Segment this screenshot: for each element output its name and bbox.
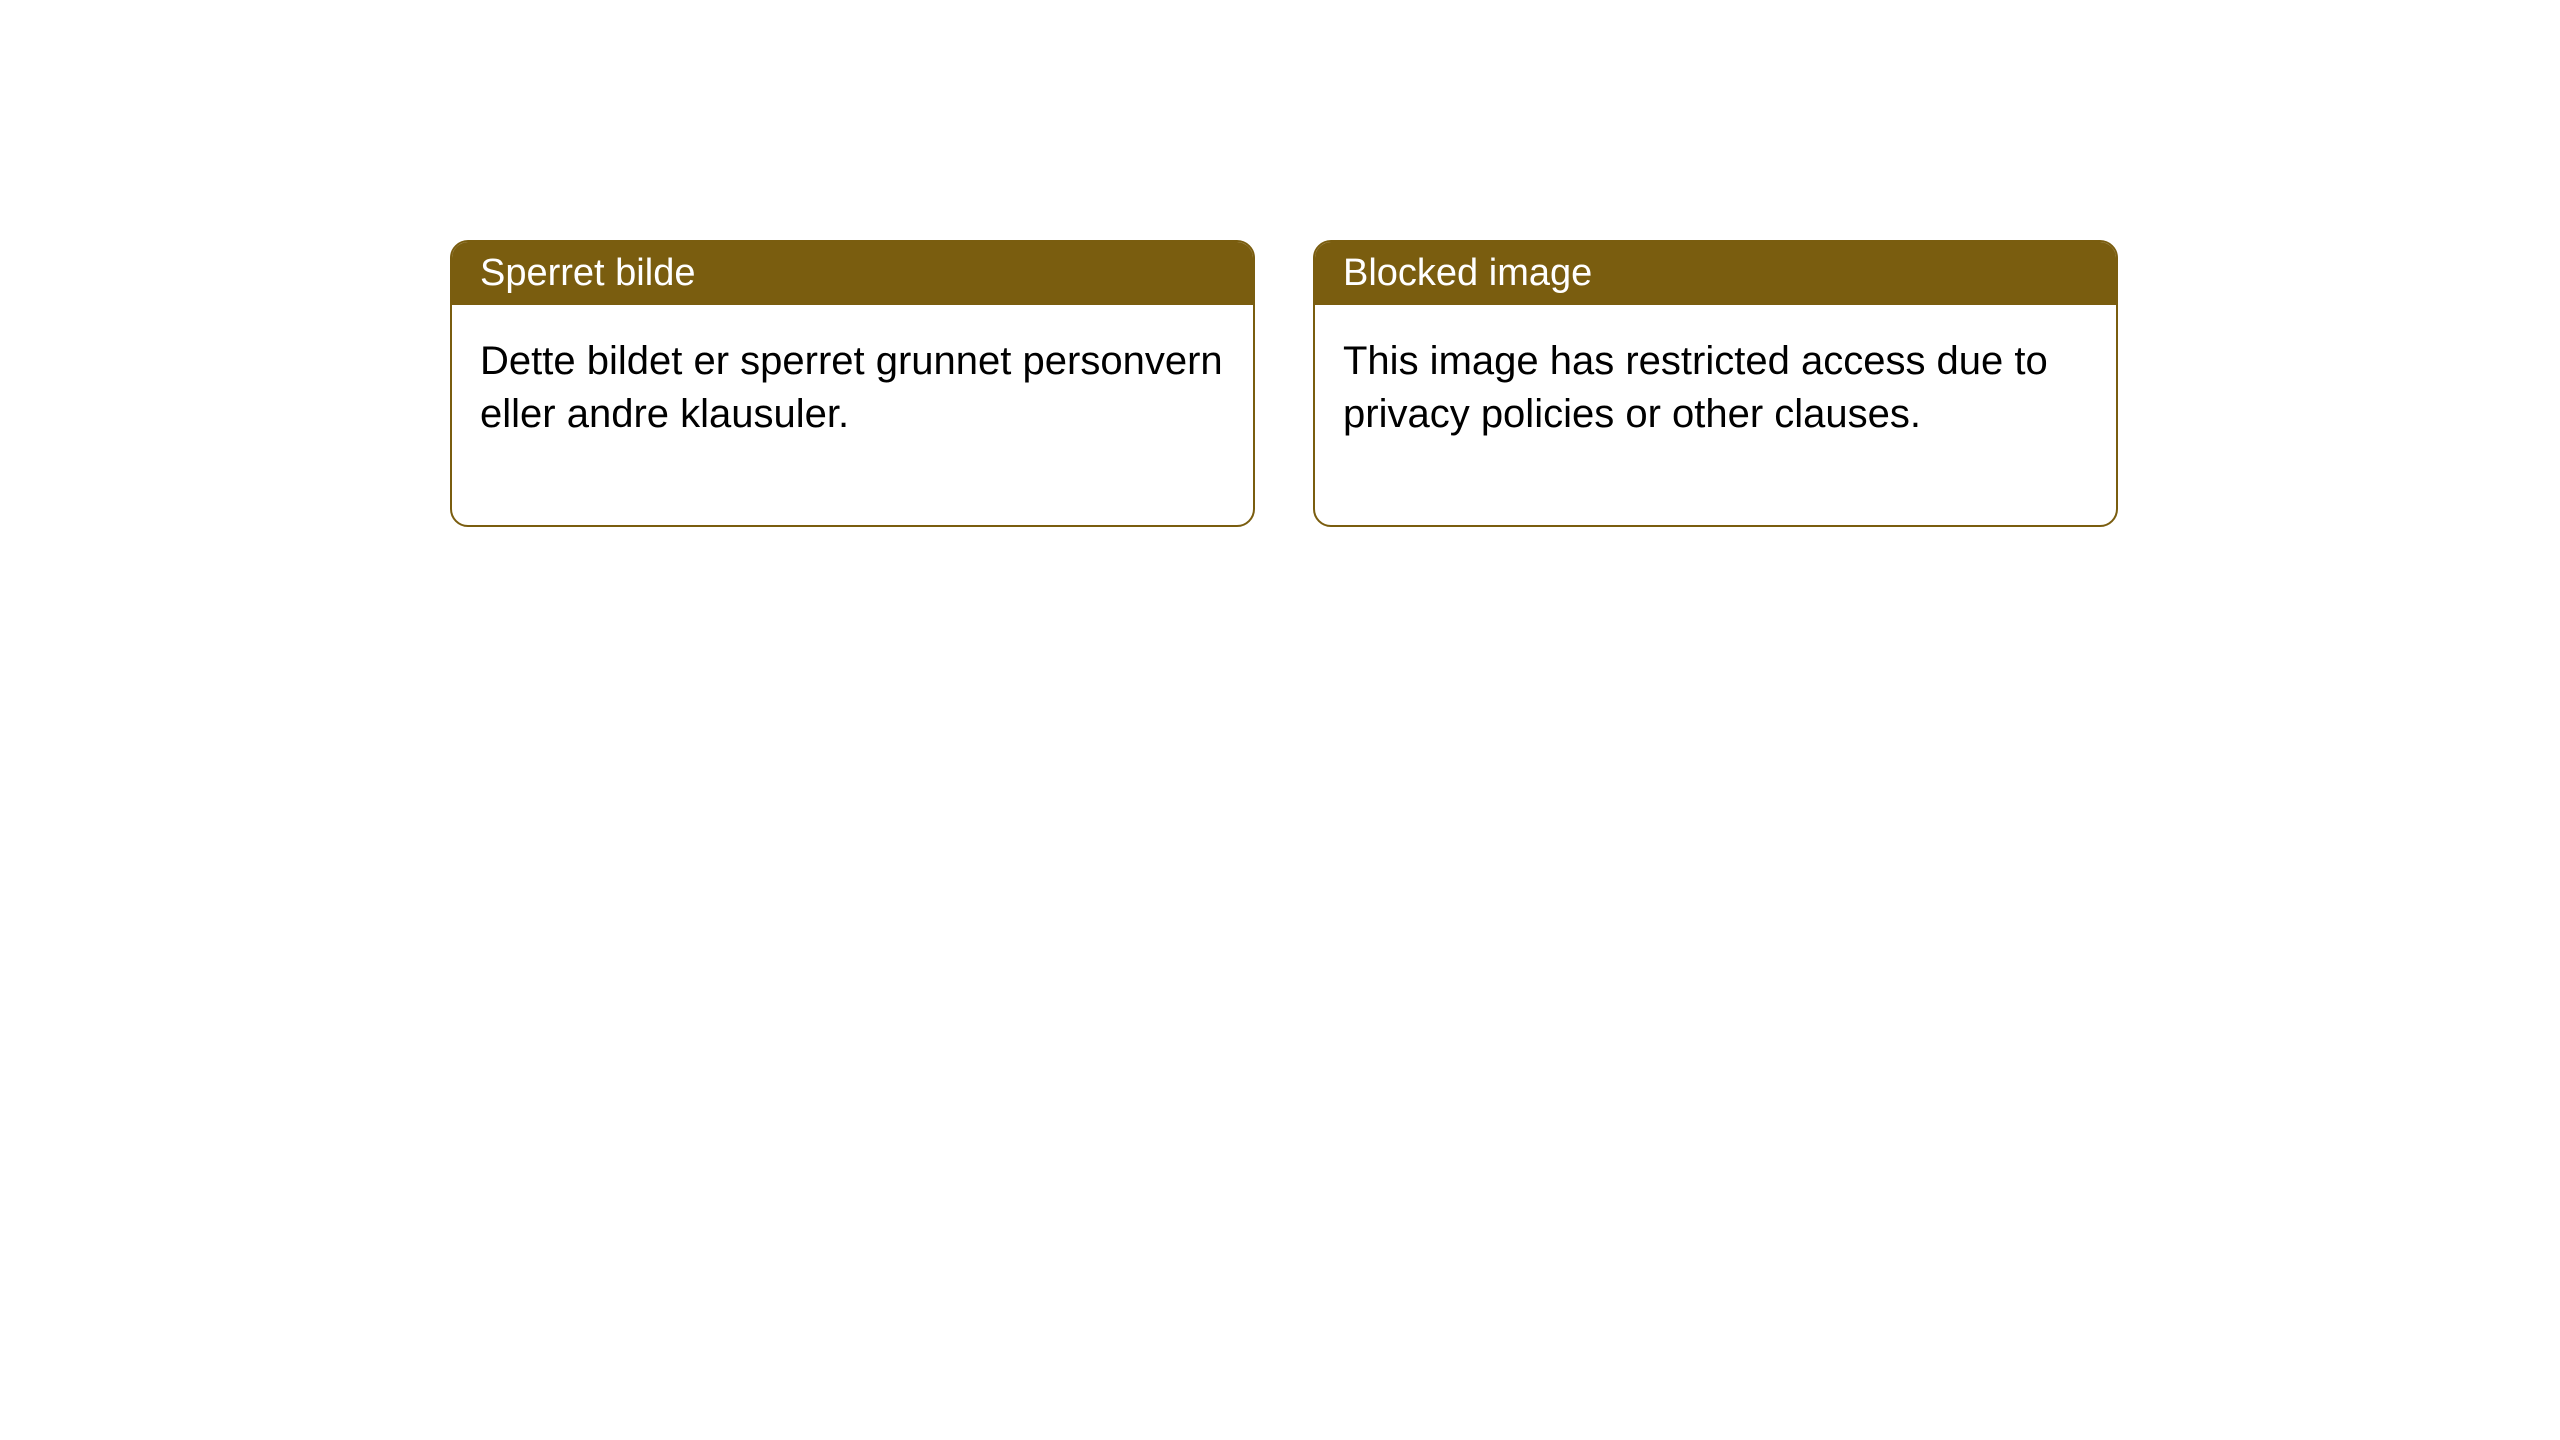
notice-header: Blocked image (1315, 242, 2116, 305)
notice-card-norwegian: Sperret bilde Dette bildet er sperret gr… (450, 240, 1255, 527)
notice-body: Dette bildet er sperret grunnet personve… (452, 305, 1253, 525)
notice-message: This image has restricted access due to … (1343, 339, 2048, 436)
notice-container: Sperret bilde Dette bildet er sperret gr… (450, 240, 2118, 527)
notice-message: Dette bildet er sperret grunnet personve… (480, 339, 1223, 436)
notice-card-english: Blocked image This image has restricted … (1313, 240, 2118, 527)
notice-title: Blocked image (1343, 252, 1592, 294)
notice-body: This image has restricted access due to … (1315, 305, 2116, 525)
notice-header: Sperret bilde (452, 242, 1253, 305)
notice-title: Sperret bilde (480, 252, 695, 294)
